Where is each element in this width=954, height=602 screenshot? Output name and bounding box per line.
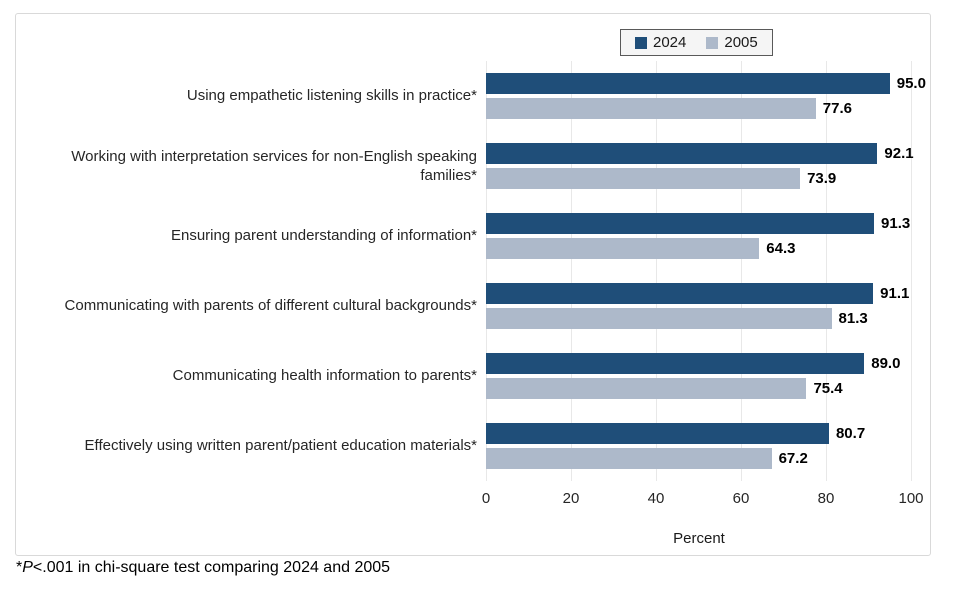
- legend: 2024 2005: [620, 29, 773, 56]
- gridlines: [486, 61, 912, 481]
- bar-2024: [486, 283, 874, 304]
- value-label: 91.1: [880, 285, 910, 302]
- value-label: 75.4: [813, 380, 843, 397]
- category-label: Ensuring parent understanding of informa…: [170, 227, 477, 245]
- footnote-p: P: [22, 559, 33, 576]
- bar-2024: [486, 143, 878, 164]
- category-label: Working with interpretation services for…: [71, 147, 477, 185]
- bar-row: Ensuring parent understanding of informa…: [16, 201, 930, 271]
- bar-2005: [486, 168, 801, 189]
- value-label: 95.0: [896, 75, 926, 92]
- gridline: [656, 61, 657, 481]
- bar-2005: [486, 378, 807, 399]
- x-tick-label: 40: [647, 490, 665, 507]
- category-label: Using empathetic listening skills in pra…: [186, 87, 477, 105]
- bar-2024: [486, 213, 875, 234]
- category-label: Communicating with parents of different …: [64, 297, 477, 315]
- legend-label-2005: 2005: [724, 34, 758, 51]
- gridline: [741, 61, 742, 481]
- x-tick-label: 60: [732, 490, 750, 507]
- legend-label-2024: 2024: [653, 34, 687, 51]
- gridline: [826, 61, 827, 481]
- x-tick-label: 20: [562, 490, 580, 507]
- bar-2005: [486, 308, 832, 329]
- gridline: [486, 61, 487, 481]
- value-label: 81.3: [838, 310, 868, 327]
- bar-2024: [486, 73, 890, 94]
- category-label: Effectively using written parent/patient…: [84, 437, 477, 455]
- x-tick-label: 100: [898, 490, 924, 507]
- x-axis-title: Percent: [673, 530, 725, 547]
- x-tick-label: 0: [481, 490, 491, 507]
- x-tick-label: 80: [817, 490, 835, 507]
- value-label: 67.2: [778, 450, 808, 467]
- value-label: 77.6: [822, 100, 852, 117]
- bar-2005: [486, 98, 816, 119]
- bar-2024: [486, 423, 829, 444]
- bar-2005: [486, 448, 772, 469]
- bar-row: Working with interpretation services for…: [16, 131, 930, 201]
- legend-item-2005: 2005: [706, 34, 758, 51]
- value-label: 89.0: [871, 355, 901, 372]
- bar-2005: [486, 238, 760, 259]
- value-label: 80.7: [835, 425, 866, 442]
- footnote-asterisk: *: [16, 559, 23, 576]
- footnote-text: <.001 in chi-square test comparing 2024 …: [32, 559, 391, 576]
- bar-row: Communicating with parents of different …: [16, 271, 930, 341]
- legend-swatch-2005: [706, 36, 719, 49]
- footnote: *P<.001 in chi-square test comparing 202…: [16, 559, 390, 577]
- bar-row: Communicating health information to pare…: [16, 341, 930, 411]
- bar-row: Effectively using written parent/patient…: [16, 411, 930, 481]
- gridline: [571, 61, 572, 481]
- value-label: 73.9: [807, 170, 837, 187]
- x-axis-ticks: 0 20 40 60 80 100: [482, 490, 924, 510]
- chart-area: 2024 2005 Using empathetic listening ski…: [15, 13, 931, 556]
- value-label: 64.3: [766, 240, 796, 257]
- bar-2024: [486, 353, 865, 374]
- category-label: Communicating health information to pare…: [172, 367, 477, 385]
- bar-rows: Using empathetic listening skills in pra…: [16, 61, 930, 481]
- legend-item-2024: 2024: [635, 34, 686, 51]
- gridline: [911, 61, 912, 481]
- legend-swatch-2024: [635, 36, 647, 49]
- value-label: 91.3: [881, 215, 911, 232]
- bar-row: Using empathetic listening skills in pra…: [16, 61, 930, 131]
- value-label: 92.1: [884, 145, 914, 162]
